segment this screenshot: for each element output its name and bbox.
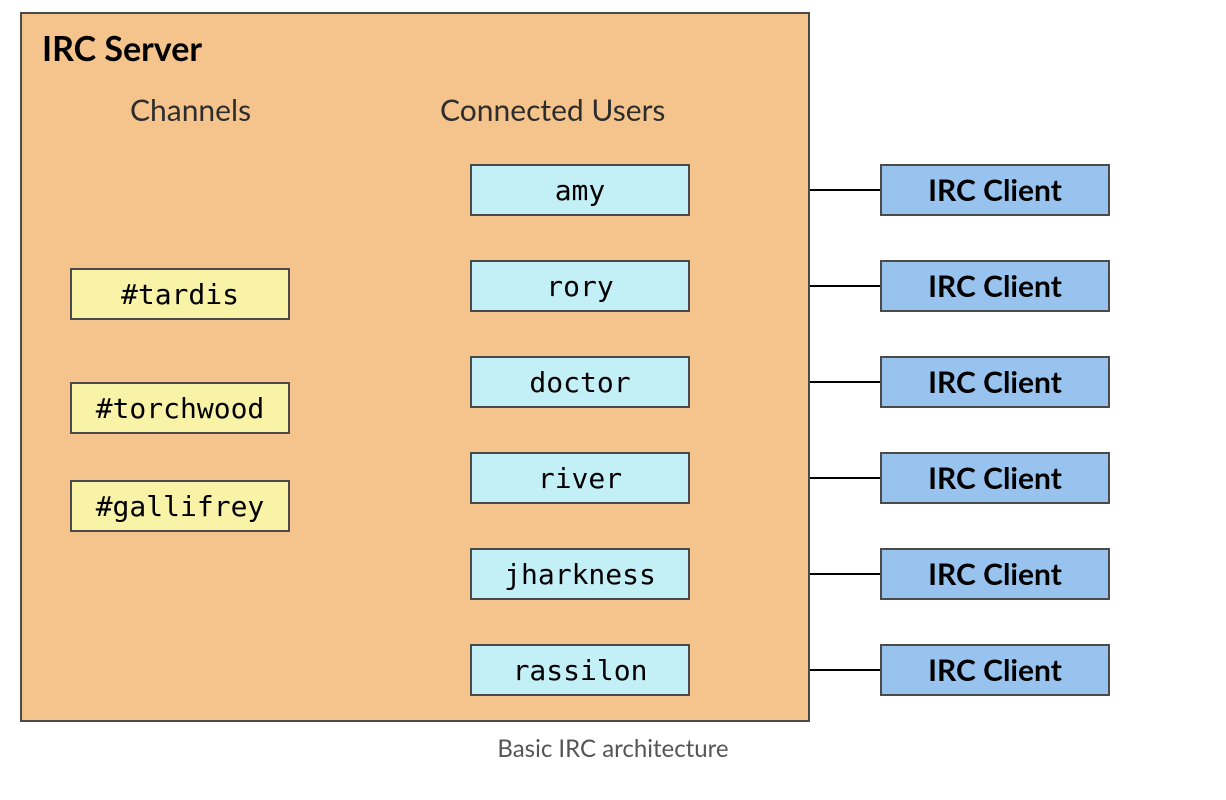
user-node: rory: [470, 260, 690, 312]
channel-node: #tardis: [70, 268, 290, 320]
users-heading: Connected Users: [440, 92, 665, 128]
user-label: doctor: [529, 366, 630, 399]
user-label: rory: [546, 270, 613, 303]
diagram-canvas: IRC Server Channels Connected Users #tar…: [0, 0, 1226, 800]
channel-label: #gallifrey: [96, 490, 265, 523]
client-node: IRC Client: [880, 260, 1110, 312]
client-label: IRC Client: [928, 556, 1062, 592]
user-node: river: [470, 452, 690, 504]
user-node: amy: [470, 164, 690, 216]
channel-label: #torchwood: [96, 392, 265, 425]
client-node: IRC Client: [880, 164, 1110, 216]
user-label: rassilon: [513, 654, 648, 687]
channel-label: #tardis: [121, 278, 239, 311]
client-label: IRC Client: [928, 460, 1062, 496]
client-label: IRC Client: [928, 172, 1062, 208]
irc-server-title: IRC Server: [42, 28, 202, 69]
client-node: IRC Client: [880, 356, 1110, 408]
client-node: IRC Client: [880, 452, 1110, 504]
client-label: IRC Client: [928, 652, 1062, 688]
user-label: amy: [555, 174, 606, 207]
user-node: rassilon: [470, 644, 690, 696]
channel-node: #gallifrey: [70, 480, 290, 532]
client-label: IRC Client: [928, 364, 1062, 400]
channels-heading: Channels: [130, 92, 251, 128]
client-node: IRC Client: [880, 644, 1110, 696]
user-label: river: [538, 462, 622, 495]
client-label: IRC Client: [928, 268, 1062, 304]
channel-node: #torchwood: [70, 382, 290, 434]
user-node: jharkness: [470, 548, 690, 600]
diagram-caption: Basic IRC architecture: [0, 734, 1226, 763]
client-node: IRC Client: [880, 548, 1110, 600]
user-node: doctor: [470, 356, 690, 408]
user-label: jharkness: [504, 558, 656, 591]
